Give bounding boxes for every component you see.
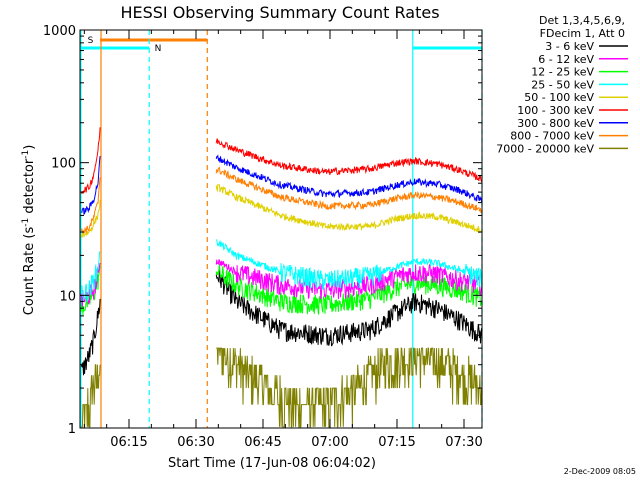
y-tick-label: 1000: [43, 24, 76, 39]
series-line-8-seg-1: [216, 347, 483, 428]
y-axis-label-mid: detector: [22, 158, 37, 218]
x-tick-label: 07:15: [378, 435, 415, 450]
series-line-3-seg-1: [215, 239, 483, 290]
series-line-7-seg-0: [80, 177, 101, 234]
series-line-2-seg-1: [215, 263, 482, 315]
series-line-3-seg-0: [80, 251, 101, 302]
x-axis: 06:15 06:30 06:45 07:00 07:15 07:30: [83, 30, 483, 450]
y-tick-label: 100: [51, 157, 76, 172]
footer-date: 2-Dec-2009 08:05: [564, 467, 636, 476]
y-axis-label: Count Rate (s-1 detector-1): [21, 145, 37, 316]
legend-label: 100 - 300 keV: [517, 104, 594, 117]
series-line-4-seg-0: [80, 199, 101, 239]
series-line-6-seg-0: [81, 156, 101, 216]
x-axis-label: Start Time (17-Jun-08 06:04:02): [168, 456, 376, 471]
series-line-4-seg-1: [215, 183, 483, 234]
legend-label: 50 - 100 keV: [524, 91, 594, 104]
x-tick-label: 06:15: [110, 435, 147, 450]
y-tick-label: 10: [59, 289, 76, 304]
x-tick-label: 06:45: [244, 435, 281, 450]
legend-header-line1: Det 1,3,4,5,6,9,: [539, 14, 625, 27]
legend: Det 1,3,4,5,6,9, FDecim 1, Att 0 3 - 6 k…: [496, 14, 628, 155]
legend-label: 12 - 25 keV: [531, 66, 594, 79]
x-tick-label: 06:30: [177, 435, 214, 450]
legend-label: 3 - 6 keV: [545, 40, 594, 53]
y-axis-label-start: Count Rate (s: [22, 227, 37, 316]
legend-header-line2: FDecim 1, Att 0: [540, 27, 625, 40]
chart-title: HESSI Observing Summary Count Rates: [120, 3, 439, 22]
flag-label-n: N: [155, 44, 162, 54]
series-line-5-seg-0: [80, 127, 101, 194]
legend-label: 6 - 12 keV: [538, 53, 594, 66]
y-axis-label-sup1: -1: [21, 218, 31, 227]
legend-label: 800 - 7000 keV: [510, 130, 594, 143]
y-axis-label-sup2: -1: [21, 150, 31, 159]
series-line-6-seg-1: [215, 154, 483, 202]
legend-label: 7000 - 20000 keV: [496, 142, 594, 155]
plot-frame: [79, 29, 483, 429]
series-line-8-seg-0: [81, 364, 101, 428]
x-tick-label: 07:30: [445, 435, 482, 450]
y-axis: 1 10 100 1000: [43, 24, 482, 437]
legend-label: 25 - 50 keV: [531, 78, 594, 91]
series-line-7-seg-1: [215, 166, 483, 214]
y-tick-label: 1: [68, 422, 76, 437]
legend-label: 300 - 800 keV: [517, 117, 594, 130]
y-axis-label-end: ): [22, 145, 37, 150]
series-line-0-seg-0: [80, 298, 101, 376]
series-line-1-seg-1: [215, 259, 483, 300]
series-line-5-seg-1: [215, 138, 483, 183]
flag-label-s: S: [88, 36, 94, 46]
x-tick-label: 07:00: [311, 435, 348, 450]
series-line-0-seg-1: [215, 269, 483, 347]
